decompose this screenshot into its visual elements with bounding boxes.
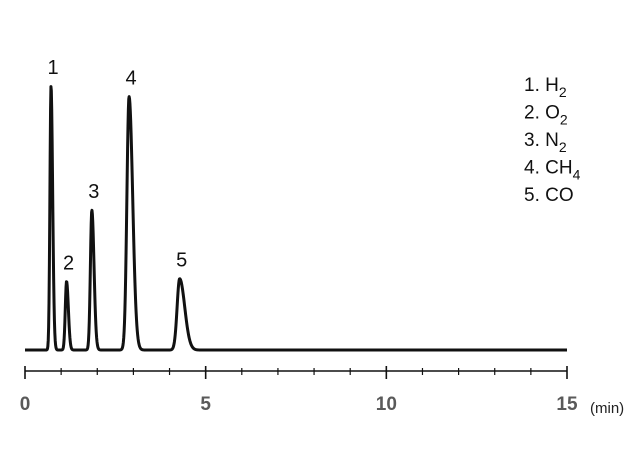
peak-label-2: 2	[63, 252, 74, 274]
peak-label-4: 4	[126, 68, 137, 90]
x-axis: 0 5 10 15 (min)	[20, 366, 624, 417]
x-tick-label: 5	[200, 394, 211, 415]
legend-entry-5: 5. CO	[524, 185, 574, 206]
chromatogram-trace	[23, 85, 569, 352]
peak-label-5: 5	[176, 250, 187, 272]
legend-entry-3: 3. N2	[524, 130, 567, 155]
x-unit-label: (min)	[590, 400, 624, 417]
legend-entry-4: 4. CH4	[524, 158, 581, 183]
peak-label-3: 3	[88, 181, 99, 203]
x-tick-label: 0	[20, 394, 31, 415]
legend-entry-1: 1. H2	[524, 75, 567, 100]
x-tick-label: 10	[376, 394, 397, 415]
peak-label-1: 1	[47, 57, 58, 79]
legend-entry-2: 2. O2	[524, 103, 568, 128]
plot-area: 1 2 3 4 5	[23, 57, 569, 352]
x-tick-label: 15	[556, 394, 578, 415]
